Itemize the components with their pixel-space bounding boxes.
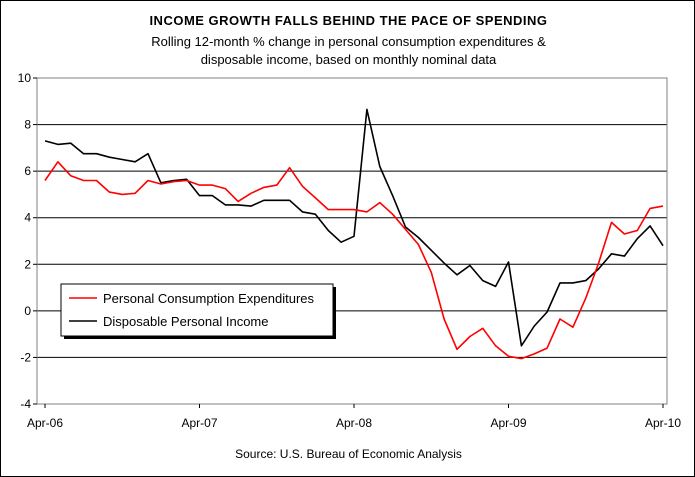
y-tick-label: 2 [24,257,31,271]
legend-label-1: Disposable Personal Income [103,314,268,329]
legend-label-0: Personal Consumption Expenditures [103,291,315,306]
x-tick-label: Apr-10 [645,416,681,430]
y-tick-label: 0 [24,304,31,318]
series-line-0 [44,161,664,360]
y-tick-label: -4 [20,397,31,411]
chart-subtitle-line-2: disposable income, based on monthly nomi… [200,52,497,67]
y-tick-label: 10 [18,71,32,85]
y-axis-ticks: -4 -2 0 2 4 6 8 10 [18,71,37,411]
y-tick-label: 6 [24,164,31,178]
x-tick-label: Apr-06 [27,416,63,430]
x-tick-label: Apr-08 [336,416,372,430]
plot-area-border [36,77,668,405]
series-line-1 [44,108,664,347]
series-lines [44,108,664,360]
chart-title: INCOME GROWTH FALLS BEHIND THE PACE OF S… [149,13,548,28]
y-tick-label: -2 [20,350,31,364]
legend-box [60,283,334,337]
y-tick-label: 8 [24,118,31,132]
x-tick-label: Apr-09 [490,416,526,430]
x-axis-ticks: Apr-06 Apr-07 Apr-08 Apr-09 Apr-10 [27,404,681,430]
chart-subtitle-line-1: Rolling 12-month % change in personal co… [151,34,546,49]
y-tick-label: 4 [24,211,31,225]
x-tick-label: Apr-07 [181,416,217,430]
legend: Personal Consumption Expenditures Disposa… [60,283,336,339]
source-note: Source: U.S. Bureau of Economic Analysis [235,447,462,461]
